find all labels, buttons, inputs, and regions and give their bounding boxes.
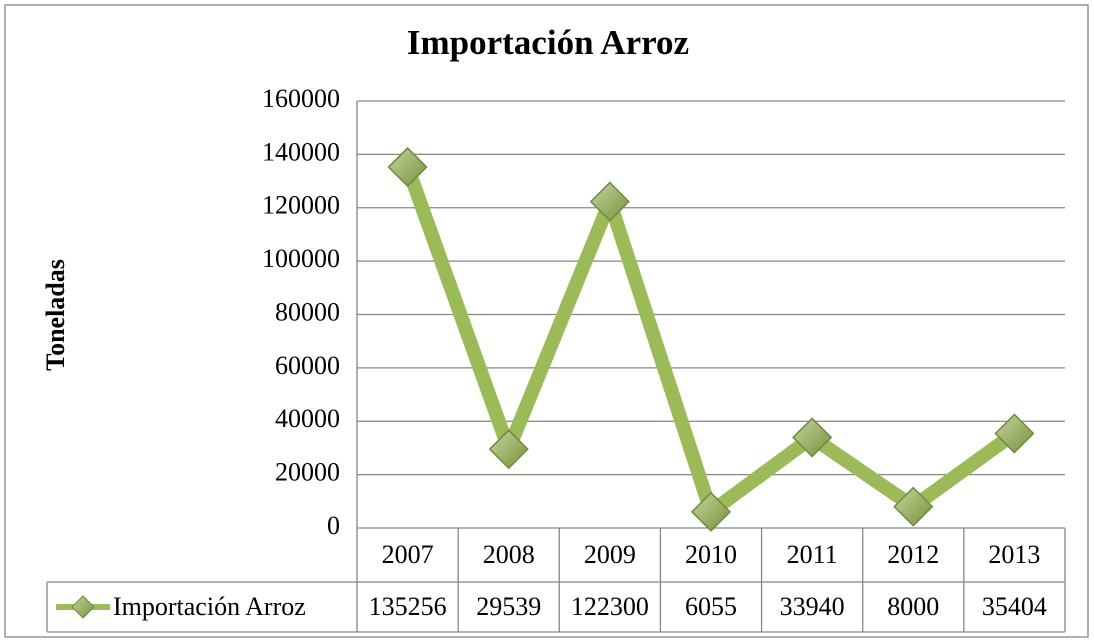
legend-marker — [71, 595, 95, 619]
y-axis-label: Toneladas — [41, 259, 70, 371]
chart-title: Importación Arroz — [407, 23, 689, 62]
table-value: 29539 — [476, 592, 541, 621]
marker — [994, 413, 1035, 454]
table-value: 135256 — [369, 592, 447, 621]
y-tick-label: 140000 — [262, 137, 340, 166]
table-value: 33940 — [780, 592, 845, 621]
legend-label: Importación Arroz — [113, 592, 306, 621]
marker — [792, 417, 833, 458]
marker — [488, 429, 529, 470]
x-tick-label: 2011 — [787, 540, 838, 569]
table-value: 8000 — [887, 592, 939, 621]
table-value: 122300 — [571, 592, 649, 621]
marker — [893, 486, 934, 527]
marker — [690, 491, 732, 532]
y-tick-label: 100000 — [262, 244, 340, 273]
y-tick-label: 80000 — [275, 297, 340, 326]
table-value: 35404 — [982, 592, 1047, 621]
y-tick-label: 160000 — [262, 84, 340, 113]
y-tick-label: 40000 — [275, 404, 340, 433]
x-tick-label: 2009 — [584, 540, 636, 569]
y-tick-label: 60000 — [275, 351, 340, 380]
y-tick-label: 0 — [327, 511, 340, 540]
x-tick-label: 2012 — [887, 540, 939, 569]
x-tick-label: 2008 — [483, 540, 535, 569]
marker — [589, 181, 630, 222]
x-tick-label: 2010 — [685, 540, 737, 569]
marker — [387, 146, 428, 188]
y-tick-label: 120000 — [262, 191, 340, 220]
table-value: 6055 — [685, 592, 737, 621]
x-tick-label: 2013 — [988, 540, 1040, 569]
y-tick-label: 20000 — [275, 458, 340, 487]
chart-border — [4, 4, 1089, 638]
x-tick-label: 2007 — [382, 540, 434, 569]
